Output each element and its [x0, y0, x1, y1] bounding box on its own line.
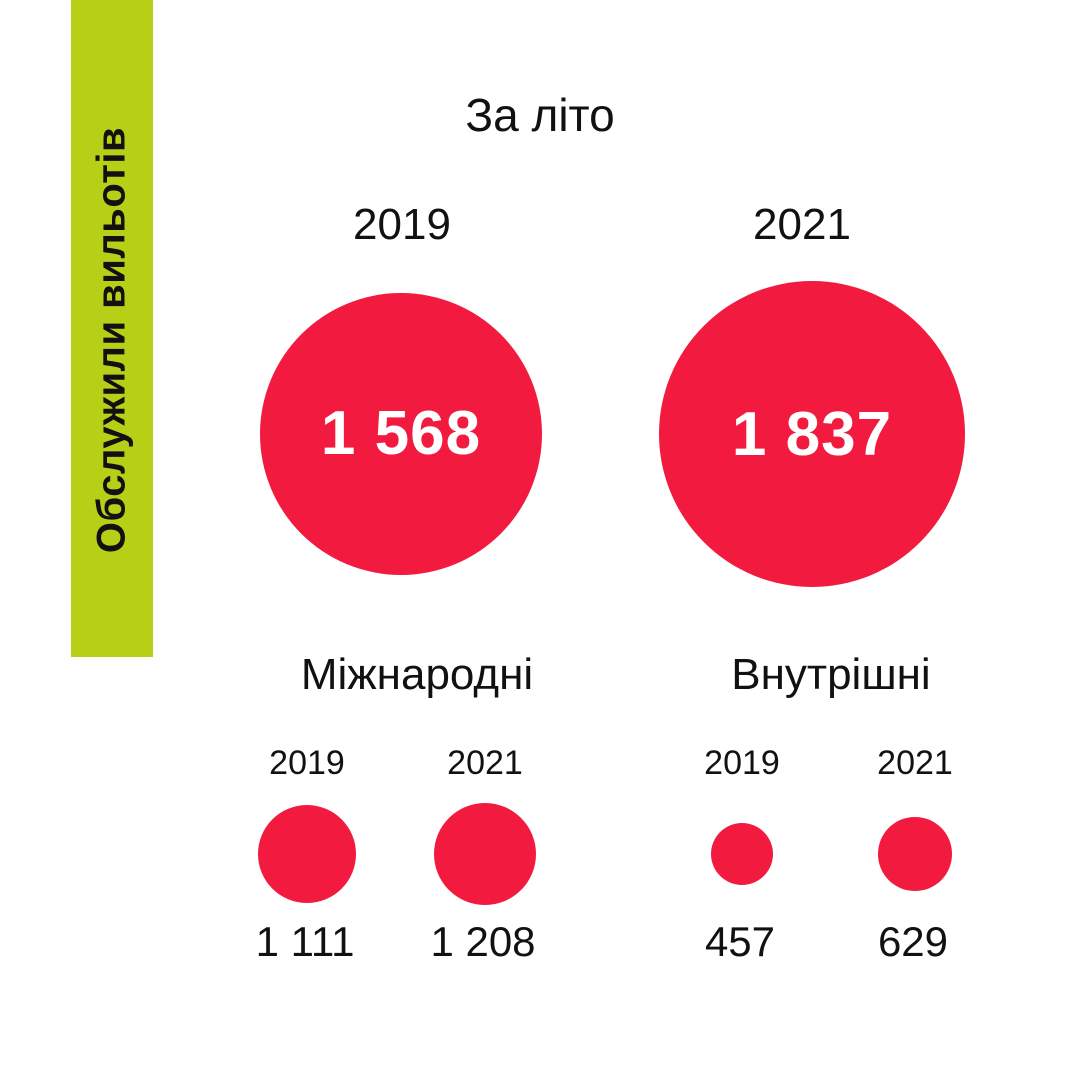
side-label: Обслужили вильотів [89, 126, 134, 554]
side-bar: Обслужили вильотів [71, 0, 153, 657]
intl-year-2019: 2019 [269, 744, 345, 782]
total-year-2019: 2019 [353, 200, 451, 249]
total-year-2021: 2021 [753, 200, 851, 249]
group-label-international: Міжнародні [300, 650, 534, 699]
group-label-domestic: Внутрішні [731, 650, 931, 699]
chart-title: За літо [465, 89, 615, 141]
dom-value-2019: 457 [704, 918, 776, 965]
dom-bubble-2021 [878, 817, 952, 891]
dom-bubble-2019 [710, 822, 774, 886]
total-bubble-2019: 1 568 [259, 292, 543, 576]
dom-value-2021: 629 [877, 918, 949, 965]
total-bubble-2021: 1 837 [659, 281, 965, 587]
intl-value-2021: 1 208 [430, 918, 536, 965]
intl-bubble-2019 [258, 805, 356, 903]
intl-year-2021: 2021 [447, 744, 523, 782]
total-value-2019: 1 568 [320, 399, 482, 469]
intl-bubble-2021 [434, 803, 536, 905]
dom-year-2019: 2019 [704, 744, 780, 782]
intl-value-2019: 1 111 [255, 918, 355, 965]
total-value-2021: 1 837 [731, 399, 893, 469]
dom-year-2021: 2021 [877, 744, 953, 782]
